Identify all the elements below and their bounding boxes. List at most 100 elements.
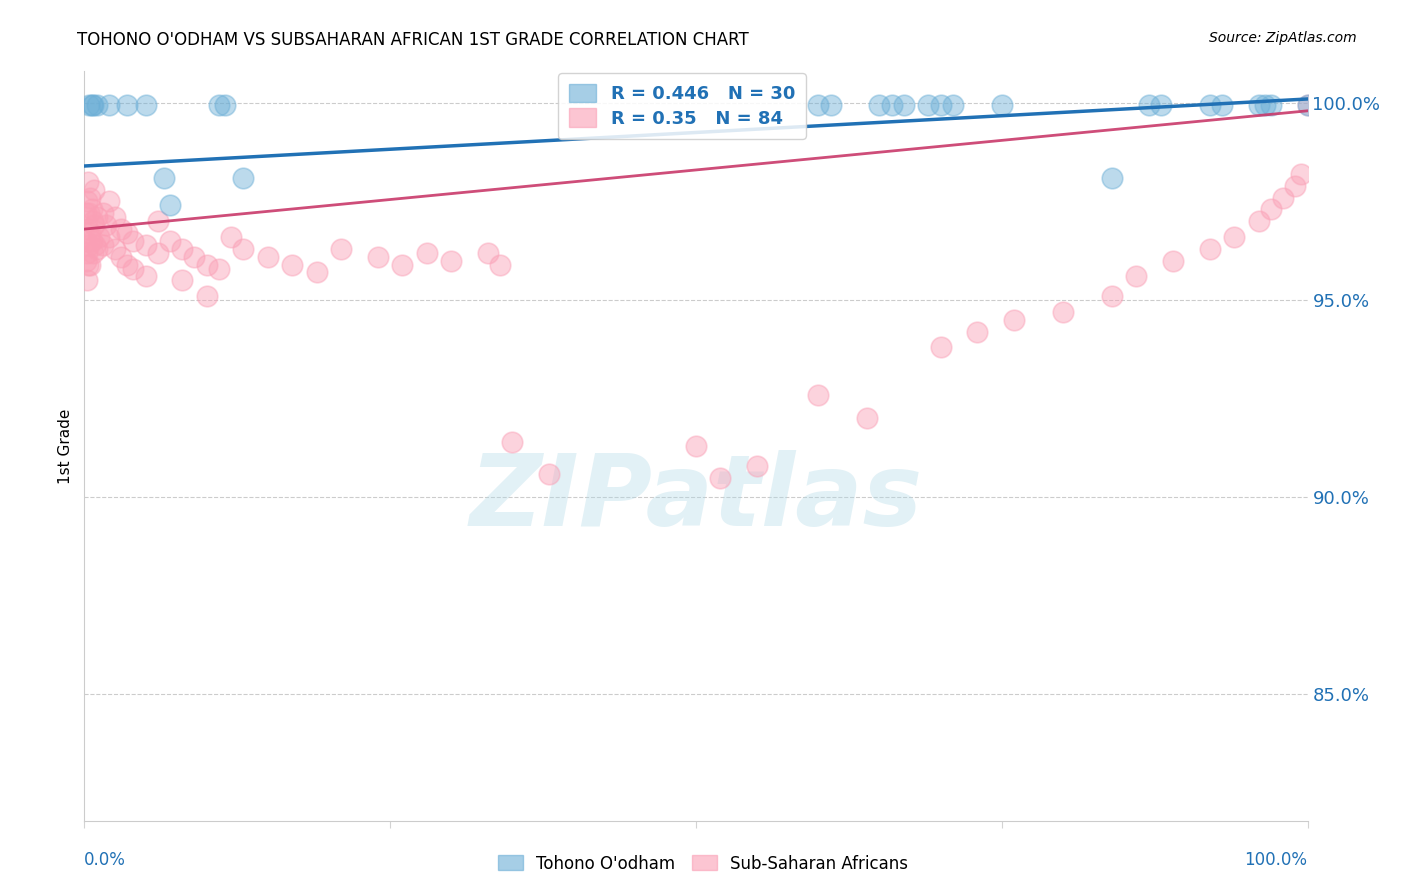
Point [110,250,132,264]
Point [75,234,97,248]
Point [391,258,413,272]
Point [146,214,169,228]
Point [1101,170,1123,185]
Point [367,250,389,264]
Point [893,98,915,112]
Point [820,98,842,112]
Point [747,458,769,473]
Point [1002,313,1025,327]
Legend: Tohono O'odham, Sub-Saharan Africans: Tohono O'odham, Sub-Saharan Africans [491,848,915,880]
Point [80,202,103,217]
Point [1272,190,1295,204]
Point [122,261,145,276]
Point [942,98,965,112]
Point [77,175,100,189]
Point [183,250,205,264]
Point [172,273,194,287]
Point [1260,202,1282,217]
Point [917,98,939,112]
Point [84,238,107,252]
Point [330,242,353,256]
Point [77,206,100,220]
Y-axis label: 1st Grade: 1st Grade [58,409,73,483]
Point [79,258,101,272]
Point [991,98,1014,112]
Point [77,222,100,236]
Point [91,206,114,220]
Point [880,98,903,112]
Point [76,273,98,287]
Point [96,218,118,232]
Point [281,258,304,272]
Point [208,261,231,276]
Point [76,194,98,209]
Point [97,230,120,244]
Point [195,258,218,272]
Point [807,98,830,112]
Point [110,222,132,236]
Point [929,98,952,112]
Text: TOHONO O'ODHAM VS SUBSAHARAN AFRICAN 1ST GRADE CORRELATION CHART: TOHONO O'ODHAM VS SUBSAHARAN AFRICAN 1ST… [77,31,749,49]
Point [82,98,104,112]
Point [97,98,120,112]
Point [232,242,254,256]
Point [115,226,138,240]
Point [1247,98,1270,112]
Point [709,470,731,484]
Point [83,218,105,232]
Text: ZIPatlas: ZIPatlas [470,450,922,547]
Point [82,245,104,260]
Point [1150,98,1173,112]
Point [75,253,97,268]
Point [1291,167,1313,181]
Point [1284,178,1306,193]
Point [86,98,108,112]
Point [104,242,127,256]
Point [416,245,439,260]
Point [219,230,242,244]
Point [1211,98,1233,112]
Point [87,230,110,244]
Point [79,226,101,240]
Text: Source: ZipAtlas.com: Source: ZipAtlas.com [1209,31,1357,45]
Point [135,269,157,284]
Point [86,242,108,256]
Point [172,242,194,256]
Point [232,170,254,185]
Point [477,245,499,260]
Point [1198,98,1220,112]
Point [115,98,138,112]
Point [97,194,120,209]
Point [257,250,280,264]
Point [807,388,830,402]
Point [685,439,707,453]
Point [1223,230,1246,244]
Point [1052,305,1074,319]
Point [146,245,169,260]
Point [1198,242,1220,256]
Point [1137,98,1160,112]
Point [77,258,100,272]
Point [869,98,891,112]
Point [91,238,114,252]
Point [1101,289,1123,303]
Point [153,170,176,185]
Point [214,98,236,112]
Point [502,435,524,450]
Point [489,258,512,272]
Point [115,258,138,272]
Point [80,234,103,248]
Point [82,214,104,228]
Point [80,98,103,112]
Point [159,234,181,248]
Point [538,467,561,481]
Point [1260,98,1282,112]
Point [77,238,100,252]
Point [76,245,98,260]
Point [1125,269,1147,284]
Legend: R = 0.446   N = 30, R = 0.35   N = 84: R = 0.446 N = 30, R = 0.35 N = 84 [558,73,806,138]
Point [929,340,952,354]
Point [1247,214,1270,228]
Point [966,325,988,339]
Point [77,98,100,112]
